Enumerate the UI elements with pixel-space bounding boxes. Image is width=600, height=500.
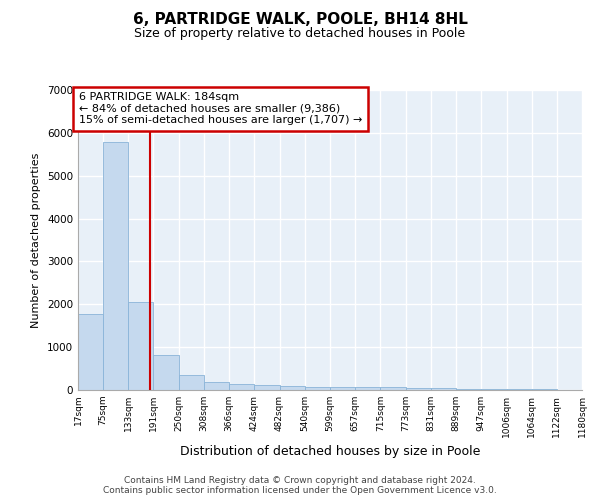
Bar [431,388,456,390]
X-axis label: Distribution of detached houses by size in Poole: Distribution of detached houses by size … [180,446,480,458]
Bar [154,355,179,390]
Bar [179,376,204,390]
Text: Contains HM Land Registry data © Crown copyright and database right 2024.
Contai: Contains HM Land Registry data © Crown c… [103,476,497,495]
Y-axis label: Number of detached properties: Number of detached properties [31,152,41,328]
Bar [506,389,532,390]
Bar [330,387,355,390]
Bar [103,142,128,390]
Bar [355,387,380,390]
Bar [380,388,406,390]
Text: 6 PARTRIDGE WALK: 184sqm
← 84% of detached houses are smaller (9,386)
15% of sem: 6 PARTRIDGE WALK: 184sqm ← 84% of detach… [79,92,362,126]
Bar [128,302,154,390]
Text: 6, PARTRIDGE WALK, POOLE, BH14 8HL: 6, PARTRIDGE WALK, POOLE, BH14 8HL [133,12,467,28]
Bar [406,388,431,390]
Bar [254,385,280,390]
Text: Size of property relative to detached houses in Poole: Size of property relative to detached ho… [134,28,466,40]
Bar [229,384,254,390]
Bar [305,386,330,390]
Bar [280,386,305,390]
Bar [456,388,481,390]
Bar [204,382,229,390]
Bar [78,314,103,390]
Bar [481,389,506,390]
